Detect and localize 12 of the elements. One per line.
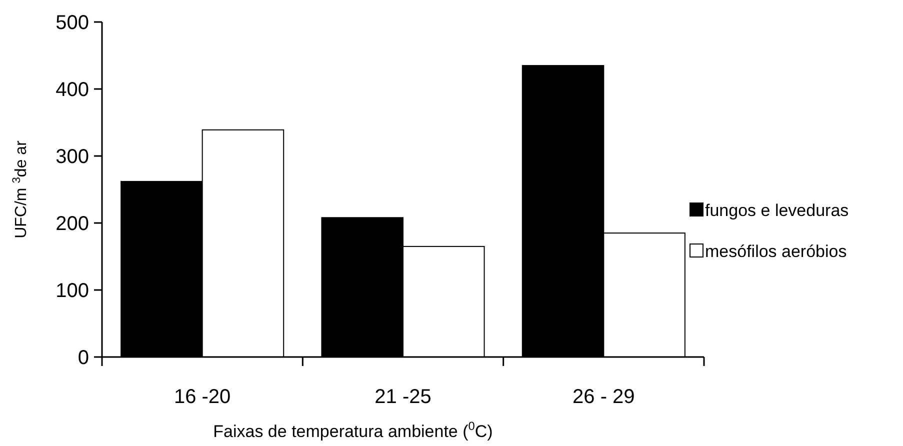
y-tick-label: 0 bbox=[78, 347, 89, 369]
x-tick-label: 21 -25 bbox=[374, 386, 432, 408]
y-tick-label: 100 bbox=[56, 280, 89, 302]
y-tick-label: 400 bbox=[56, 79, 89, 101]
x-axis-title: Faixas de temperatura ambiente ($^{0}$C) bbox=[213, 419, 493, 441]
legend-label: fungos e leveduras bbox=[705, 200, 849, 220]
x-tick-label: 26 - 29 bbox=[572, 386, 635, 408]
legend-label: mesófilos aeróbios bbox=[705, 242, 847, 261]
y-tick-label: 500 bbox=[56, 12, 89, 34]
x-tick-label: 16 -20 bbox=[174, 386, 231, 408]
y-tick-label: 200 bbox=[56, 213, 89, 235]
y-tick-label: 300 bbox=[56, 146, 89, 168]
